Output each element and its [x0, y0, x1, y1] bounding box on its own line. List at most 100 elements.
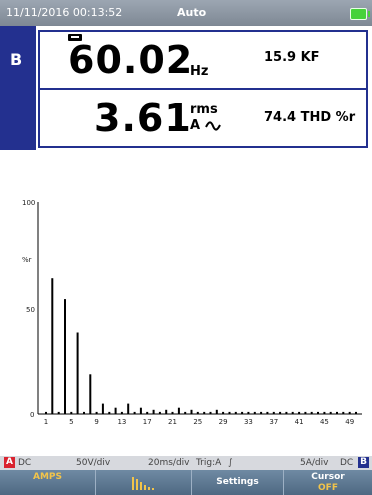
harmonic-bar [76, 332, 79, 414]
harmonic-bar [158, 411, 161, 414]
harmonic-bar [260, 411, 263, 414]
channel-label-text: B [10, 50, 23, 69]
harmonic-bar [234, 411, 237, 414]
battery-icon [350, 8, 370, 20]
harmonic-bar [64, 299, 66, 414]
harmonic-bar [272, 411, 275, 414]
harmonic-bar [108, 411, 111, 414]
harmonic-bar [190, 409, 193, 414]
scope-status-bar: A DC 50V/div 20ms/div Trig:A ∫ 5A/div DC… [0, 456, 372, 470]
harmonic-bar [70, 411, 73, 414]
y-tick-label: 0 [30, 411, 34, 419]
x-tick-label: 5 [69, 418, 73, 426]
trigger-source: Trig:A [196, 458, 222, 468]
channel-a-coupling: DC [18, 458, 32, 468]
bar-graph-icon [131, 477, 154, 490]
current-unit-amps-text: A [190, 118, 201, 133]
harmonic-bar [196, 411, 199, 414]
cursor-softkey-label: Cursor [311, 472, 345, 482]
harmonic-bar [127, 403, 130, 414]
settings-softkey[interactable]: Settings [192, 470, 284, 495]
current-value: 3.61 [94, 96, 192, 140]
harmonic-bar [95, 411, 98, 414]
mode-indicator: Auto [177, 6, 207, 19]
frequency-unit: Hz [190, 64, 209, 79]
top-status-bar: 11/11/2016 00:13:52 Auto [0, 0, 372, 26]
x-tick-label: 33 [244, 418, 253, 426]
harmonic-bar [228, 411, 231, 414]
frequency-readout[interactable]: 60.02 Hz 15.9 KF [38, 30, 368, 90]
y-tick-label: 50 [26, 306, 35, 314]
harmonic-bar [184, 411, 187, 414]
channel-label: B [0, 26, 36, 150]
channel-a-scale: 50V/div [76, 458, 111, 468]
thd-value: 74.4 THD %r [264, 110, 356, 125]
harmonic-bar [89, 374, 92, 414]
channel-b-badge: B [358, 457, 369, 468]
frequency-value: 60.02 [68, 38, 194, 82]
harmonic-bar [222, 411, 225, 414]
x-tick-label: 41 [295, 418, 304, 426]
harmonic-bar [298, 411, 301, 414]
harmonic-bar [177, 407, 180, 414]
harmonic-bar [101, 403, 104, 414]
harmonic-bar [171, 411, 174, 414]
trigger-edge-icon: ∫ [228, 458, 233, 468]
channel-a-badge: A [4, 457, 15, 468]
channel-b-scale: 5A/div [300, 458, 329, 468]
harmonic-bar [241, 411, 244, 414]
harmonic-bar [323, 411, 326, 414]
y-axis-label: %r [22, 256, 32, 264]
x-tick-label: 21 [168, 418, 177, 426]
harmonic-bar [317, 411, 319, 414]
harmonic-bar [209, 411, 212, 414]
x-tick-label: 45 [320, 418, 329, 426]
harmonic-bar [247, 411, 250, 414]
harmonics-chart-svg: 100 %r 50 0 1 5 9 13 17 21 25 29 33 37 41 45 49 [22, 199, 362, 426]
harmonic-bar [355, 411, 357, 414]
x-tick-label: 17 [143, 418, 152, 426]
harmonic-bar [146, 411, 149, 414]
harmonic-bar [329, 411, 332, 414]
x-tick-label: 13 [117, 418, 126, 426]
harmonic-bar [285, 411, 288, 414]
harmonic-bar [139, 407, 142, 414]
current-unit-amps: A [190, 118, 221, 133]
x-tick-label: 29 [219, 418, 228, 426]
settings-softkey-label: Settings [216, 477, 259, 487]
harmonic-bar [310, 411, 313, 414]
current-readout[interactable]: 3.61 rms A 74.4 THD %r [38, 88, 368, 148]
harmonic-bar [152, 409, 155, 414]
harmonic-bar [342, 411, 345, 414]
x-tick-label: 25 [193, 418, 202, 426]
cursor-softkey[interactable]: Cursor OFF [284, 470, 372, 495]
channel-b-coupling: DC [340, 458, 354, 468]
x-tick-label: 49 [345, 418, 354, 426]
harmonics-chart: 100 %r 50 0 1 5 9 13 17 21 25 29 33 37 41 45 49 [0, 150, 372, 440]
harmonic-bar [215, 409, 218, 414]
bargraph-softkey[interactable] [96, 470, 192, 495]
harmonic-bar [348, 411, 351, 414]
harmonic-bar [336, 411, 338, 414]
harmonic-bar [165, 409, 168, 414]
datetime: 11/11/2016 00:13:52 [6, 6, 123, 19]
x-tick-label: 1 [44, 418, 48, 426]
amps-softkey[interactable]: AMPS [0, 470, 96, 495]
harmonic-bar [279, 411, 282, 414]
ac-wave-icon [204, 120, 221, 131]
harmonic-bar [51, 278, 54, 414]
harmonic-bar [114, 407, 117, 414]
harmonic-bar [83, 411, 85, 414]
harmonic-bar [203, 411, 206, 414]
harmonic-bar [120, 411, 123, 414]
y-tick-label: 100 [22, 199, 35, 207]
measurement-panel: B 60.02 Hz 15.9 KF 3.61 rms A 74.4 THD %… [0, 26, 372, 150]
cursor-state: OFF [318, 483, 338, 493]
current-unit-rms: rms [190, 102, 218, 117]
harmonic-bar [133, 411, 136, 414]
harmonic-bar [304, 411, 307, 414]
timebase: 20ms/div [148, 458, 190, 468]
softkey-bar: AMPS Settings Cursor OFF [0, 470, 372, 495]
harmonic-bar [253, 411, 256, 414]
amps-softkey-label: AMPS [33, 472, 62, 482]
